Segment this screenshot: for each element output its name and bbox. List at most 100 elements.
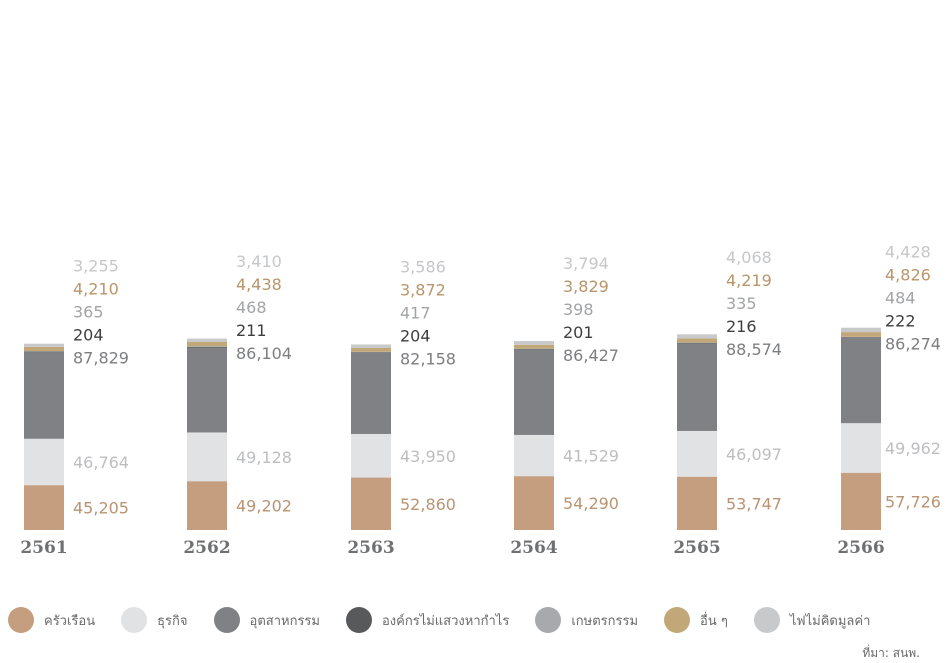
value-label-agriculture-2562: 468 <box>236 298 267 317</box>
legend-swatch <box>213 607 240 633</box>
legend-item-agriculture: เกษตรกรรม <box>535 607 638 633</box>
value-label-nonprofit-2563: 204 <box>400 326 431 345</box>
value-label-other-2566: 4,826 <box>885 266 931 285</box>
legend-label: อื่น ๆ <box>700 613 728 629</box>
legend-swatch <box>664 607 691 633</box>
value-label-agriculture-2561: 365 <box>73 303 104 322</box>
bar-segment-industry-2564 <box>514 349 554 435</box>
bar-segment-agriculture-2566 <box>841 336 881 338</box>
legend-label: อุตสาหกรรม <box>249 613 320 629</box>
bar-segment-free-2563 <box>351 344 391 349</box>
value-label-agriculture-2565: 335 <box>726 294 757 313</box>
bar-segment-other-2562 <box>187 341 227 347</box>
bar-segment-free-2562 <box>187 338 227 342</box>
legend-item-industry: อุตสาหกรรม <box>213 607 320 633</box>
bar-segment-household-2563 <box>351 477 391 530</box>
bar-segment-nonprofit-2562 <box>187 346 227 348</box>
bar-segment-business-2561 <box>24 438 64 486</box>
bar-segment-business-2562 <box>187 432 227 482</box>
legend-label: ธุรกิจ <box>157 613 188 629</box>
value-label-other-2563: 3,872 <box>400 280 446 299</box>
bar-segment-industry-2563 <box>351 352 391 434</box>
bar-segment-household-2566 <box>841 472 881 530</box>
legend-swatch <box>345 607 372 633</box>
value-label-free-2562: 3,410 <box>236 252 282 271</box>
bar-segment-other-2566 <box>841 332 881 337</box>
value-label-nonprofit-2566: 222 <box>885 312 916 331</box>
value-label-free-2565: 4,068 <box>726 248 772 267</box>
value-label-household-2563: 52,860 <box>400 495 456 514</box>
bar-segment-household-2561 <box>24 485 64 530</box>
legend-item-other: อื่น ๆ <box>664 607 728 633</box>
bar-segment-other-2565 <box>677 338 717 343</box>
legend-item-nonprofit: องค์กรไม่แสวงหากำไร <box>345 607 509 633</box>
value-label-business-2562: 49,128 <box>236 448 292 467</box>
bar-segment-agriculture-2561 <box>24 351 64 352</box>
legend-swatch <box>535 607 562 633</box>
value-label-business-2566: 49,962 <box>885 439 941 458</box>
bar-segment-other-2561 <box>24 346 64 352</box>
year-label-2564: 2564 <box>510 538 557 558</box>
value-label-industry-2563: 82,158 <box>400 349 456 368</box>
bar-segment-business-2563 <box>351 433 391 478</box>
bar-segment-other-2564 <box>514 344 554 349</box>
value-label-other-2564: 3,829 <box>563 277 609 296</box>
value-label-agriculture-2566: 484 <box>885 289 916 308</box>
bar-segment-nonprofit-2563 <box>351 352 391 353</box>
value-label-other-2562: 4,438 <box>236 275 282 294</box>
value-label-industry-2564: 86,427 <box>563 346 619 365</box>
source-note: ที่มา: สนพ. <box>862 646 920 660</box>
bar-segment-industry-2566 <box>841 337 881 424</box>
value-label-other-2565: 4,219 <box>726 271 772 290</box>
stacked-bar-chart: 45,205 46,764 87,829 204 365 4,210 3,255 2561 49… <box>20 243 941 558</box>
bar-segment-agriculture-2563 <box>351 351 391 353</box>
bar-segment-business-2565 <box>677 430 717 477</box>
bar-segment-industry-2565 <box>677 343 717 431</box>
value-label-industry-2562: 86,104 <box>236 344 292 363</box>
bar-segment-agriculture-2565 <box>677 342 717 344</box>
value-label-other-2561: 4,210 <box>73 280 119 299</box>
value-label-household-2566: 57,726 <box>885 492 941 511</box>
value-label-business-2563: 43,950 <box>400 447 456 466</box>
bar-segment-nonprofit-2561 <box>24 351 64 353</box>
year-label-2566: 2566 <box>837 538 884 558</box>
value-label-industry-2566: 86,274 <box>885 335 941 354</box>
legend-item-household: ครัวเรือน <box>8 607 95 633</box>
legend-swatch <box>8 607 34 633</box>
legend: ครัวเรือน ธุรกิจ อุตสาหกรรม องค์กรไม่แสวงหา… <box>8 605 938 635</box>
value-label-household-2562: 49,202 <box>236 497 292 516</box>
bar-segment-other-2563 <box>351 348 391 352</box>
value-label-free-2561: 3,255 <box>73 257 119 276</box>
legend-swatch <box>121 607 148 633</box>
bar-segment-nonprofit-2564 <box>514 349 554 350</box>
value-label-nonprofit-2564: 201 <box>563 323 594 342</box>
value-label-household-2565: 53,747 <box>726 494 782 513</box>
legend-swatch <box>753 607 780 633</box>
year-label-2561: 2561 <box>20 538 67 558</box>
value-label-industry-2561: 87,829 <box>73 349 129 368</box>
value-label-business-2564: 41,529 <box>563 447 619 466</box>
value-label-free-2564: 3,794 <box>563 254 609 273</box>
bar-segment-free-2564 <box>514 341 554 345</box>
bar-segment-nonprofit-2565 <box>677 342 717 344</box>
bar-segment-industry-2561 <box>24 351 64 439</box>
value-label-household-2561: 45,205 <box>73 499 129 518</box>
value-label-free-2566: 4,428 <box>885 243 931 262</box>
legend-label: ครัวเรือน <box>44 613 96 629</box>
year-label-2563: 2563 <box>347 538 394 558</box>
bar-segment-agriculture-2562 <box>187 346 227 347</box>
value-label-agriculture-2564: 398 <box>563 300 594 319</box>
legend-item-business: ธุรกิจ <box>121 607 188 633</box>
bar-segment-industry-2562 <box>187 347 227 433</box>
bar-segment-agriculture-2564 <box>514 348 554 350</box>
value-label-business-2561: 46,764 <box>73 453 129 472</box>
bar-segment-free-2566 <box>841 327 881 333</box>
value-label-free-2563: 3,586 <box>400 257 446 276</box>
value-label-nonprofit-2565: 216 <box>726 317 757 336</box>
bar-segment-business-2564 <box>514 434 554 477</box>
bar-segment-free-2561 <box>24 343 64 347</box>
value-label-industry-2565: 88,574 <box>726 340 782 359</box>
bar-segment-business-2566 <box>841 423 881 473</box>
legend-item-free: ไฟไม่คิดมูลค่า <box>753 607 870 633</box>
bar-segment-household-2565 <box>677 476 717 530</box>
